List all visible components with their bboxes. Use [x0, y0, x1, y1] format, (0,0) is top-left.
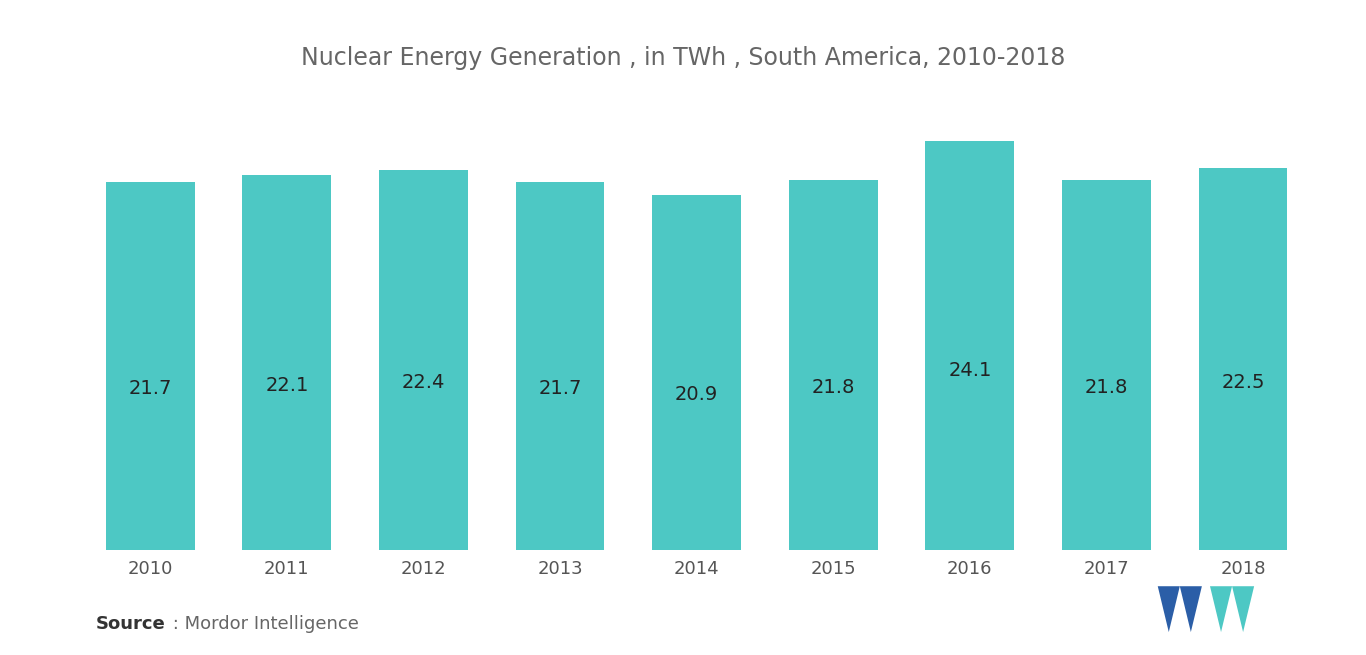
Polygon shape: [1232, 586, 1254, 632]
Bar: [653, 195, 742, 550]
Polygon shape: [1180, 586, 1202, 632]
Text: 22.4: 22.4: [402, 373, 445, 392]
Bar: [105, 181, 195, 550]
Text: Source: Source: [96, 615, 165, 633]
Text: 22.5: 22.5: [1221, 373, 1265, 392]
Text: 24.1: 24.1: [948, 361, 992, 380]
Text: 21.8: 21.8: [811, 378, 855, 397]
Polygon shape: [1158, 586, 1180, 632]
Text: : Mordor Intelligence: : Mordor Intelligence: [167, 615, 358, 633]
Text: 20.9: 20.9: [675, 384, 719, 403]
Text: 21.8: 21.8: [1085, 378, 1128, 397]
Bar: [243, 175, 332, 550]
Bar: [380, 170, 469, 550]
Bar: [1063, 180, 1150, 550]
Text: 22.1: 22.1: [265, 375, 309, 394]
Bar: [516, 181, 604, 550]
Text: Nuclear Energy Generation , in TWh , South America, 2010-2018: Nuclear Energy Generation , in TWh , Sou…: [301, 46, 1065, 70]
Polygon shape: [1210, 586, 1232, 632]
Text: 21.7: 21.7: [538, 379, 582, 398]
Bar: [790, 180, 878, 550]
Text: 21.7: 21.7: [128, 379, 172, 398]
Bar: [1199, 168, 1288, 550]
Bar: [926, 141, 1015, 550]
